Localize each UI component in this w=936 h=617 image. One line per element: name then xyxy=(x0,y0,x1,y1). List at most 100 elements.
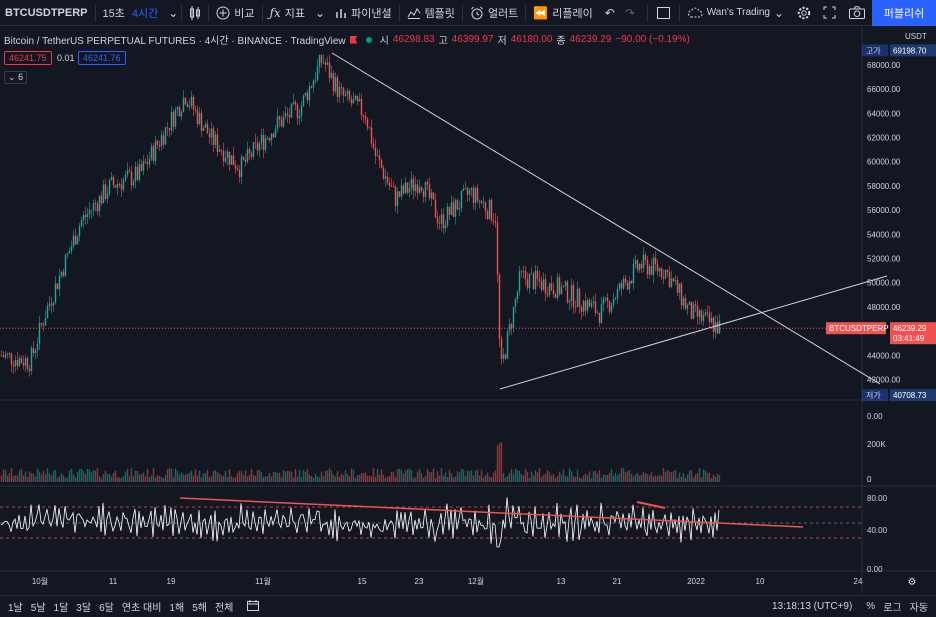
candle-body xyxy=(382,167,385,179)
range-all[interactable]: 전체 xyxy=(214,603,234,614)
settings-button[interactable] xyxy=(791,0,817,26)
range-5y[interactable]: 5해 xyxy=(192,603,207,614)
indicators-button[interactable]: ƒx 지표 xyxy=(263,0,312,26)
fullscreen-mode-button[interactable] xyxy=(817,0,842,26)
date-range-button[interactable] xyxy=(237,599,263,614)
volume-bar xyxy=(618,473,621,482)
ascending-trendline[interactable] xyxy=(499,275,888,390)
range-5d[interactable]: 5날 xyxy=(30,603,46,614)
undo-button[interactable]: ↶ xyxy=(600,0,620,26)
candle-body xyxy=(446,206,449,225)
volume-bar xyxy=(666,469,669,482)
range-ytd[interactable]: 연초 대비 xyxy=(121,603,162,614)
candle-body xyxy=(682,298,685,306)
candle-body xyxy=(358,99,361,102)
candle-body xyxy=(288,115,291,118)
volume-bar xyxy=(378,474,381,482)
volume-bar xyxy=(604,474,607,482)
interval-4h[interactable]: 4시간 xyxy=(131,7,159,20)
candle-body xyxy=(94,203,97,205)
templates-button[interactable]: 템플릿 xyxy=(400,0,462,26)
symbol-search[interactable]: BTCUSDTPERP xyxy=(5,6,88,19)
volume-bar xyxy=(636,472,639,482)
rsi-trendline[interactable] xyxy=(179,497,804,528)
redo-button[interactable]: ↷ xyxy=(620,0,640,26)
candle-body xyxy=(696,305,699,317)
candle-body xyxy=(234,165,237,169)
volume-bar xyxy=(486,472,489,482)
candle-body xyxy=(36,343,39,351)
range-3m[interactable]: 3달 xyxy=(76,603,92,614)
symbol-title[interactable]: Bitcoin / TetherUS PERPETUAL FUTURES · 4… xyxy=(4,36,346,47)
range-6m[interactable]: 6달 xyxy=(99,603,114,614)
publish-button[interactable]: 퍼블리쉬 xyxy=(872,0,936,26)
volume-bar xyxy=(36,468,39,482)
candle-body xyxy=(376,155,379,157)
range-1d[interactable]: 1날 xyxy=(8,603,23,614)
candle-body xyxy=(128,170,131,172)
candle-body xyxy=(458,207,461,210)
volume-bar xyxy=(122,475,125,482)
interval-15s[interactable]: 15초 xyxy=(102,7,125,20)
volume-bar xyxy=(570,471,573,482)
auto-toggle[interactable]: 자동 xyxy=(909,603,928,614)
volume-bar xyxy=(654,475,657,482)
volume-bar xyxy=(282,470,285,482)
chart-canvas[interactable]: USDT 68000.00 66000.00 64000.00 62000.00 6000… xyxy=(0,27,936,593)
percent-toggle[interactable]: % xyxy=(866,601,876,612)
candle-body xyxy=(702,315,705,321)
volume-bar xyxy=(326,470,329,482)
compare-button[interactable]: 비교 xyxy=(209,0,261,26)
sell-price-button[interactable]: 46241.75 xyxy=(4,51,52,65)
gear-icon[interactable]: ⚙ xyxy=(908,577,917,588)
candle-body xyxy=(248,149,251,154)
volume-bar xyxy=(596,473,599,482)
volume-tick-label: 200K xyxy=(867,440,886,449)
volume-bar xyxy=(428,472,431,482)
buy-price-button[interactable]: 46241.76 xyxy=(78,51,126,65)
candle-body xyxy=(570,284,573,301)
price-tick-label: 56000.00 xyxy=(867,206,901,215)
candle-body xyxy=(474,187,477,203)
log-toggle[interactable]: 로그 xyxy=(883,603,902,614)
volume-bar xyxy=(458,472,461,482)
fullscreen-button[interactable] xyxy=(648,0,679,26)
candle-body xyxy=(298,116,301,119)
chart-type-button[interactable] xyxy=(182,0,208,26)
volume-bar xyxy=(194,469,197,482)
replay-button[interactable]: ⏪ 리플레이 xyxy=(526,0,599,26)
volume-bar xyxy=(316,476,319,482)
rsi-trendline-short[interactable] xyxy=(636,501,666,509)
indicator-collapse-button[interactable]: ⌄ 6 xyxy=(4,71,28,84)
range-1y[interactable]: 1해 xyxy=(169,603,185,614)
candle-body xyxy=(332,73,335,92)
candle-body xyxy=(120,184,123,190)
volume-bar xyxy=(384,477,387,482)
flag-icon[interactable] xyxy=(349,35,358,44)
candle-body xyxy=(442,214,445,229)
volume-bar xyxy=(210,475,213,482)
chart-area[interactable]: USDT 68000.00 66000.00 64000.00 62000.00 6000… xyxy=(0,27,936,593)
indicators-dropdown[interactable]: ⌄ xyxy=(312,0,328,26)
descending-trendline[interactable] xyxy=(331,52,881,385)
candle-body xyxy=(276,116,279,130)
volume-bar xyxy=(176,470,179,482)
volume-bar xyxy=(592,471,595,482)
interval-dropdown[interactable]: ⌄ xyxy=(165,0,181,26)
volume-bar xyxy=(468,471,471,482)
volume-bar xyxy=(12,476,15,482)
candle-body xyxy=(192,96,195,110)
layout-menu[interactable]: Wan's Trading ⌄ xyxy=(680,0,791,26)
alert-button[interactable]: 얼러트 xyxy=(463,0,525,26)
range-1m[interactable]: 1달 xyxy=(53,603,69,614)
financials-button[interactable]: 파이낸셜 xyxy=(328,0,398,26)
volume-bar xyxy=(664,471,667,482)
timezone-clock[interactable]: 13:18:13 (UTC+9) xyxy=(771,601,853,612)
snapshot-button[interactable] xyxy=(842,0,872,26)
volume-bar xyxy=(32,473,35,482)
candle-body xyxy=(174,109,177,127)
volume-bar xyxy=(632,475,635,482)
candle-body xyxy=(230,155,233,165)
volume-bar xyxy=(500,442,503,482)
candle-body xyxy=(12,364,15,367)
